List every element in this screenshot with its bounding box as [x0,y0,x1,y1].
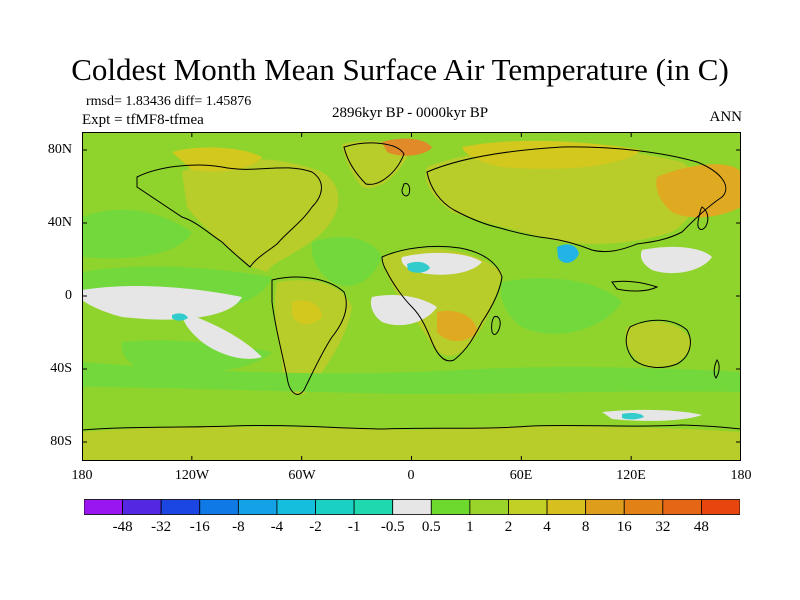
colorbar-label: -0.5 [380,519,405,535]
colorbar-label: -48 [112,519,133,535]
lon-label-180w: 180 [71,468,93,483]
lon-label-60e: 60E [509,468,533,483]
colorbar-swatch [662,499,702,515]
colorbar-label: 4 [543,519,551,535]
experiment-label: Expt = tfMF8-tfmea [82,112,204,128]
colorbar-swatch [122,499,162,515]
lat-label-40s: 40S [50,361,72,376]
cool-zone-india [557,244,579,263]
map-title: Coldest Month Mean Surface Air Temperatu… [71,52,729,87]
colorbar-swatch [623,499,664,515]
land-field-antarctica [82,426,741,461]
colorbar-swatch [315,499,355,515]
colorbar-swatch [430,499,471,515]
coast-australia [625,319,691,368]
map-ticks [82,132,741,461]
coast-greenland [343,142,405,185]
coast-north-america [136,164,322,268]
green-zone-north-pacific [82,209,192,259]
lon-label-60w: 60W [288,468,316,483]
cool-zone-north-africa [407,261,430,273]
colorbar-swatch [199,499,239,515]
warm-zone-south-america [292,300,322,325]
cool-zone-pacific [172,313,188,321]
lon-label-0: 0 [407,468,415,483]
colorbar-label: 0.5 [421,519,441,535]
coast-indonesia [611,280,659,292]
lat-label-80n: 80N [47,142,72,157]
lat-label-80s: 80S [50,434,72,449]
colorbar-label: 16 [616,519,632,535]
coast-antarctica [82,424,741,431]
colorbar-swatch [585,499,625,515]
colorbar-swatch [469,499,509,515]
colorbar-swatch [392,499,432,515]
neutral-zone-east-asia [640,246,712,274]
lon-label-120e: 120E [616,468,646,483]
colorbar-swatch [546,499,587,515]
cool-zone-antarctica [622,413,644,420]
green-zone-southern [82,362,741,394]
colorbar-label: -4 [270,519,284,535]
colorbar-label: -1 [347,519,361,535]
colorbar-swatch [276,499,316,515]
lon-label-120w: 120W [174,468,210,483]
colorbar-label: 8 [581,519,590,535]
warm-zone-southern-africa [437,310,477,341]
coast-japan [697,206,709,230]
lat-label-0: 0 [65,288,72,303]
colorbar-label: -8 [232,519,245,535]
rmsd-diff-stats: rmsd= 1.83436 diff= 1.45876 [86,94,252,109]
colorbar-swatch [237,499,278,515]
colorbar-swatch [160,499,201,515]
neutral-zone-central-pacific [82,286,242,320]
green-zone-atlantic [311,237,382,286]
coast-madagascar [491,316,501,335]
land-field-north-america [182,158,339,272]
temperature-difference-map [82,132,741,461]
colorbar-swatch [508,499,548,515]
colorbar-label: 32 [655,519,671,535]
season-label: ANN [709,109,743,125]
colorbar [84,499,740,515]
land-field-australia [625,322,692,369]
lat-label-40n: 40N [47,215,72,230]
coast-new-zealand [713,359,720,379]
colorbar-label: -2 [309,519,322,535]
warm-zone-east-asia [656,164,741,218]
colorbar-swatch [353,499,394,515]
colorbar-label: 1 [466,519,474,535]
colorbar-swatch [701,499,740,515]
land-field-eurasia [425,147,699,244]
period-label: 2896kyr BP - 0000kyr BP [331,105,489,121]
coast-africa [381,245,503,362]
coast-uk [401,183,411,197]
lon-label-180e: 180 [730,468,752,483]
colorbar-swatch [84,499,123,515]
green-zone-indian [500,278,622,334]
colorbar-label: -32 [151,519,172,535]
neutral-zone-south-pacific [182,312,262,359]
colorbar-label: -16 [189,519,210,535]
coast-south-america [271,276,347,395]
warm-zone-arctic-north [382,138,432,156]
colorbar-label: 2 [504,519,513,535]
coastline-outlines [82,142,741,431]
colorbar-label: 48 [693,519,709,535]
coast-eurasia [426,146,727,253]
